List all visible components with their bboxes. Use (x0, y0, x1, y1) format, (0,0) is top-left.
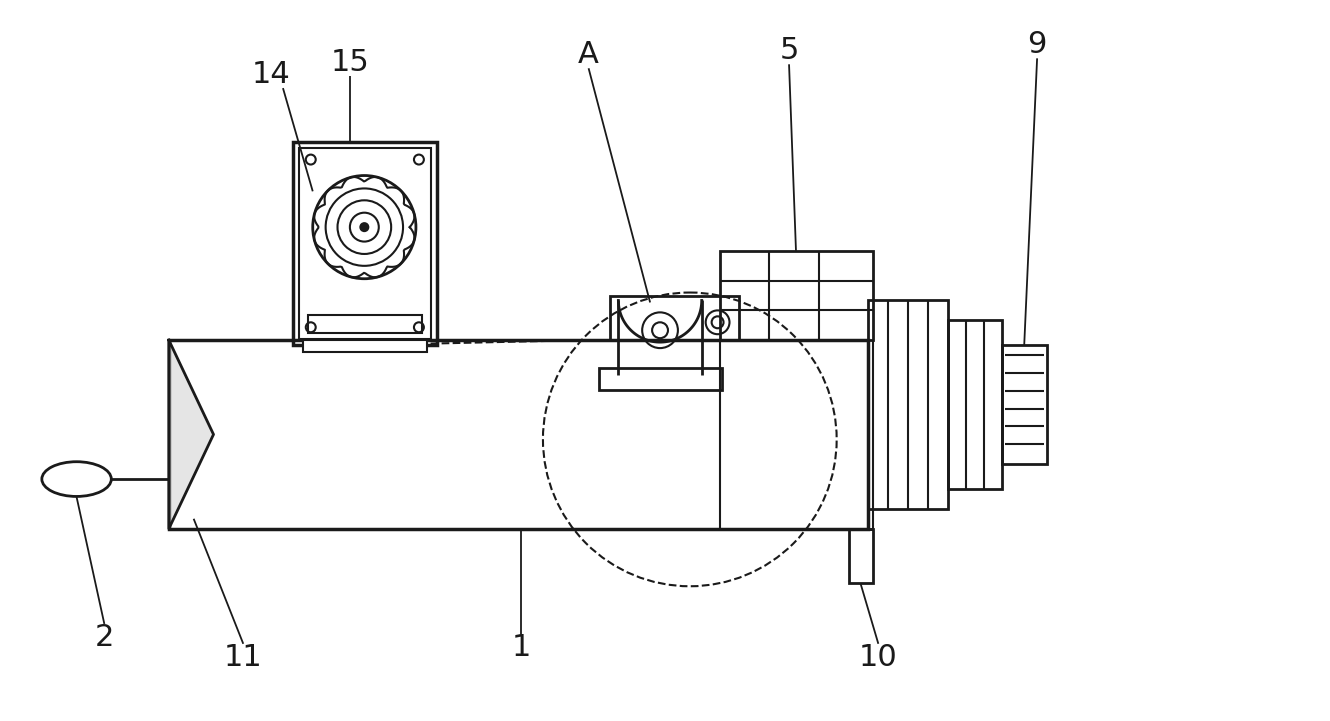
Text: 14: 14 (251, 60, 290, 89)
Bar (293, 142, 436, 345)
Bar (610, 296, 739, 340)
Bar (307, 315, 422, 333)
Circle shape (360, 224, 368, 231)
Bar (948, 320, 1003, 489)
Bar (849, 528, 874, 583)
Text: 10: 10 (859, 643, 898, 672)
Bar (169, 340, 868, 528)
Text: 1: 1 (512, 633, 531, 663)
Text: A: A (579, 40, 598, 69)
Bar (1003, 345, 1047, 464)
Bar (868, 301, 948, 509)
Text: 2: 2 (94, 624, 114, 653)
Bar (720, 251, 874, 340)
Polygon shape (169, 340, 214, 528)
Text: 15: 15 (331, 48, 370, 77)
Bar (303, 340, 427, 352)
Text: 9: 9 (1027, 30, 1047, 59)
Bar (598, 368, 722, 390)
Text: 11: 11 (223, 643, 262, 672)
Text: 5: 5 (779, 36, 799, 65)
Bar (299, 148, 431, 339)
